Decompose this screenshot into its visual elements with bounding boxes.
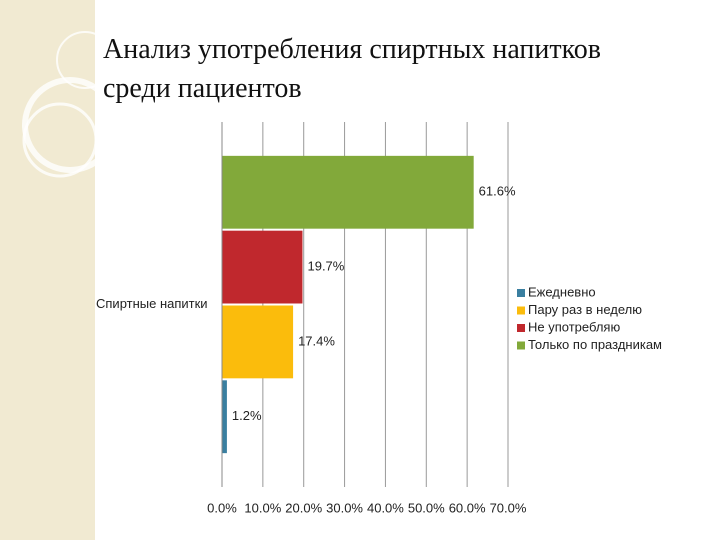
legend-label: Не употребляю	[528, 319, 620, 334]
value-label: 17.4%	[298, 333, 335, 348]
bar	[222, 155, 474, 229]
x-tick-label: 30.0%	[326, 500, 363, 515]
value-label: 19.7%	[307, 259, 344, 274]
y-tick-label: Спиртные напитки	[96, 296, 208, 311]
value-label: 61.6%	[479, 184, 516, 199]
x-tick-label: 40.0%	[367, 500, 404, 515]
x-tick-label: 60.0%	[449, 500, 486, 515]
decor-circles	[22, 31, 118, 178]
legend-swatch	[517, 324, 525, 332]
legend-swatch	[517, 306, 525, 315]
chart-subtitle: среди пациентов	[103, 73, 302, 104]
legend-label: Пару раз в неделю	[528, 302, 642, 317]
x-tick-label: 50.0%	[408, 500, 445, 515]
bar	[222, 380, 227, 454]
bar	[222, 230, 303, 304]
x-tick-label: 0.0%	[207, 500, 237, 515]
x-tick-label: 20.0%	[285, 500, 322, 515]
x-tick-label: 10.0%	[244, 500, 281, 515]
value-label: 1.2%	[232, 408, 262, 423]
legend-swatch	[517, 289, 525, 297]
bar	[222, 305, 294, 379]
side-strip	[0, 0, 95, 540]
legend-label: Ежедневно	[528, 284, 596, 299]
legend-swatch	[517, 341, 525, 350]
chart-title: Анализ употребления спиртных напитков	[103, 34, 601, 65]
legend-label: Только по праздникам	[528, 337, 662, 352]
x-tick-label: 70.0%	[490, 500, 527, 515]
